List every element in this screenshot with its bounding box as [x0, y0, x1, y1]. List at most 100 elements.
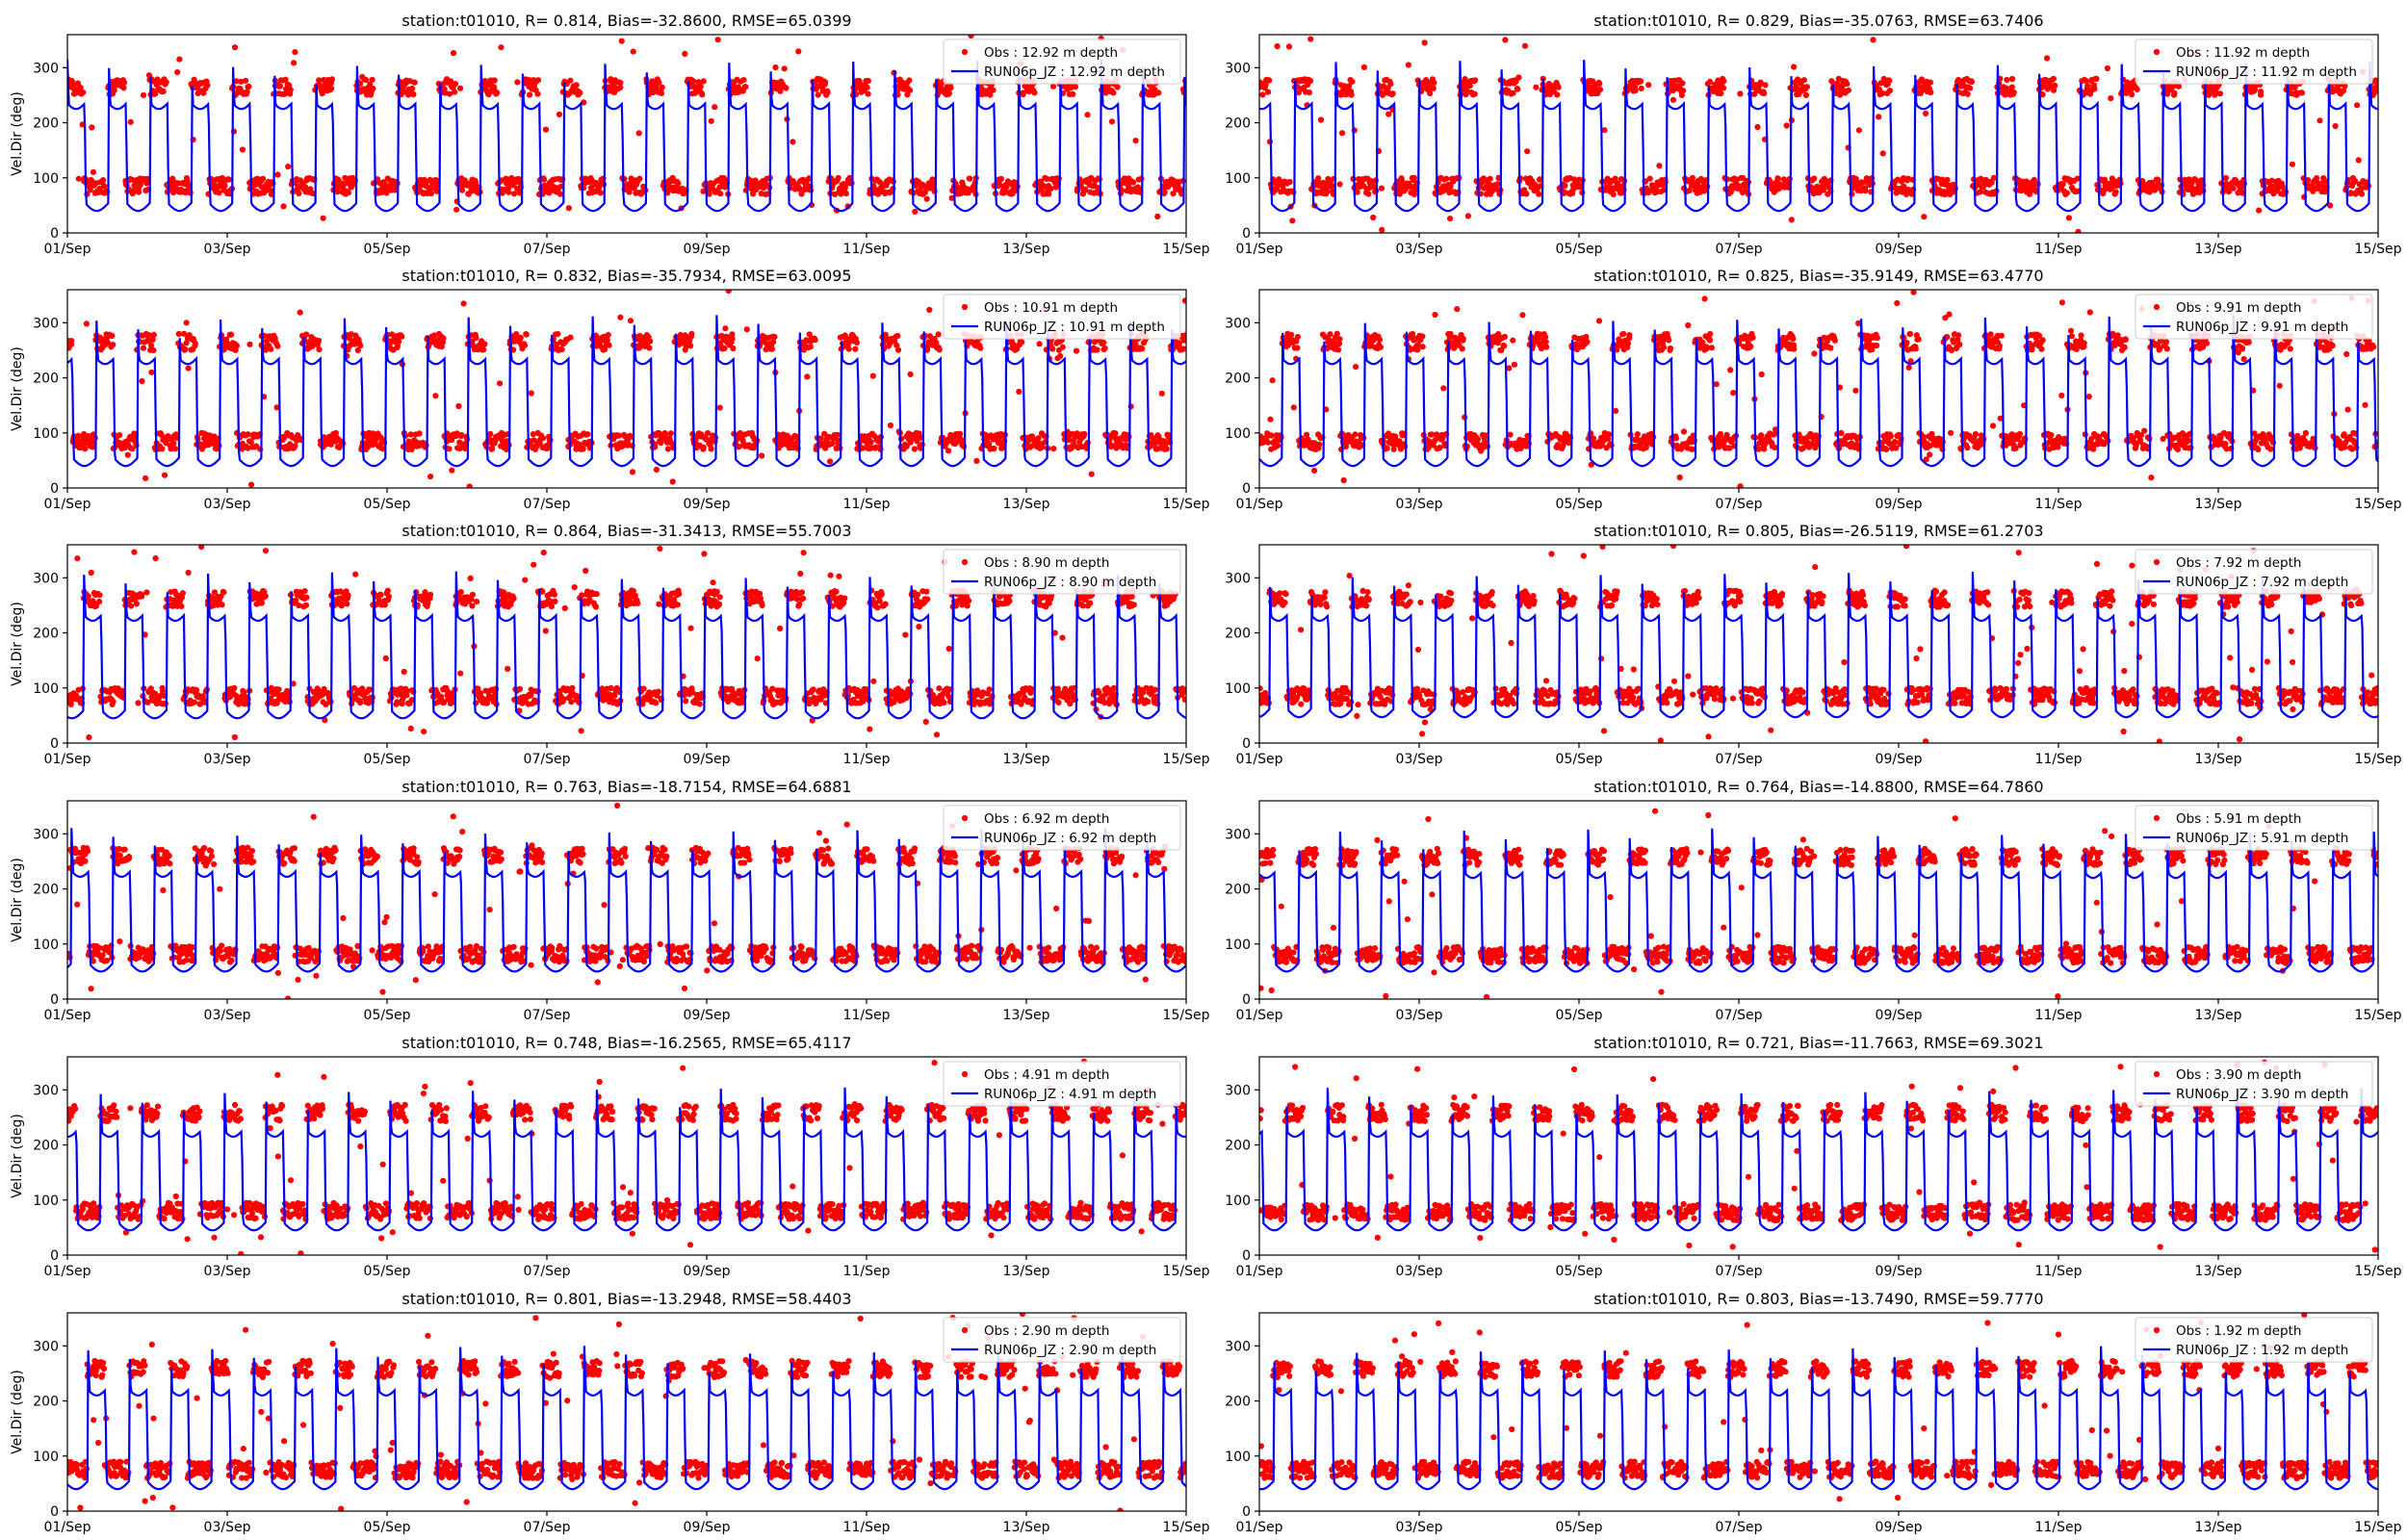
obs-point	[842, 191, 850, 197]
obs-point	[1803, 84, 1810, 90]
obs-point	[827, 458, 834, 465]
obs-point	[473, 335, 479, 342]
obs-point	[446, 446, 453, 452]
obs-point	[505, 189, 512, 195]
obs-point	[1070, 90, 1076, 97]
obs-point	[1152, 440, 1158, 447]
obs-point	[246, 341, 253, 347]
obs-point	[109, 332, 116, 339]
obs-point	[1014, 346, 1021, 352]
obs-point	[682, 50, 688, 58]
y-axis-label: Vel.Dir (deg)	[10, 346, 25, 431]
obs-point	[2044, 55, 2051, 62]
obs-point	[1161, 189, 1168, 195]
obs-point	[1652, 184, 1659, 191]
obs-point	[449, 437, 455, 444]
obs-point	[596, 185, 603, 192]
obs-point	[1112, 430, 1119, 437]
obs-point	[244, 89, 250, 95]
obs-point	[1988, 179, 1995, 186]
obs-point	[1554, 91, 1561, 98]
obs-point	[2104, 64, 2110, 72]
obs-point	[357, 343, 364, 349]
obs-point	[148, 369, 155, 375]
obs-point	[630, 48, 636, 55]
obs-point	[1519, 312, 1526, 319]
obs-point	[2314, 175, 2320, 182]
obs-point	[399, 333, 405, 340]
obs-point	[392, 187, 399, 193]
obs-point	[1708, 345, 1715, 351]
obs-point	[1672, 435, 1679, 442]
subplot-title: station:t01010, R= 0.814, Bias=-32.8600,…	[401, 12, 851, 30]
obs-point	[1072, 84, 1078, 90]
obs-point	[1876, 114, 1882, 120]
obs-point	[233, 78, 240, 85]
obs-point	[136, 189, 142, 195]
obs-point	[455, 402, 462, 410]
obs-point	[228, 331, 235, 338]
obs-point	[555, 330, 561, 338]
obs-point	[248, 481, 255, 488]
obs-point	[1447, 216, 1454, 222]
obs-point	[1811, 350, 1818, 357]
obs-point	[1747, 343, 1754, 350]
obs-point	[1845, 87, 1851, 93]
x-tick-label: 01/Sep	[1236, 242, 1283, 257]
obs-point	[292, 443, 298, 449]
obs-point	[1288, 331, 1295, 338]
obs-point	[379, 446, 386, 452]
obs-point	[1170, 191, 1177, 197]
obs-point	[1353, 364, 1359, 371]
obs-point	[798, 191, 805, 197]
obs-point	[1454, 306, 1461, 313]
obs-point	[822, 79, 829, 86]
obs-point	[627, 318, 634, 324]
obs-point	[795, 48, 802, 55]
obs-point	[2059, 181, 2066, 188]
subplot-1: station:t01010, R= 0.814, Bias=-32.8600,…	[10, 12, 1210, 257]
obs-point	[449, 467, 455, 474]
obs-point	[1349, 78, 1356, 85]
obs-point	[2108, 95, 2114, 102]
obs-point	[260, 175, 267, 182]
obs-point	[1396, 191, 1403, 197]
legend-model-label: RUN06p_JZ : 11.92 m depth	[2176, 64, 2357, 80]
obs-point	[1447, 183, 1454, 190]
model-line	[67, 59, 1186, 213]
obs-point	[822, 445, 829, 451]
obs-point	[1676, 474, 1683, 481]
obs-point	[1502, 37, 1509, 43]
x-tick-label: 01/Sep	[44, 242, 91, 257]
obs-point	[110, 342, 116, 348]
obs-point	[999, 443, 1006, 450]
obs-point	[1039, 444, 1046, 450]
obs-point	[148, 342, 155, 348]
obs-point	[1274, 43, 1281, 50]
obs-point	[1632, 87, 1639, 94]
obs-point	[712, 104, 718, 111]
obs-point	[2008, 75, 2016, 83]
obs-point	[1377, 344, 1384, 350]
obs-point	[1625, 340, 1632, 346]
obs-point	[834, 431, 841, 438]
obs-point	[221, 182, 228, 189]
obs-point	[1706, 337, 1713, 344]
obs-point	[1324, 189, 1331, 195]
obs-point	[1398, 177, 1405, 184]
obs-point	[1342, 443, 1349, 450]
obs-point	[2008, 84, 2015, 90]
obs-point	[1855, 127, 1862, 134]
model-line	[1259, 60, 2378, 213]
obs-point	[1596, 87, 1604, 93]
obs-point	[1379, 226, 1385, 233]
obs-point	[1411, 174, 1417, 181]
obs-point	[1706, 78, 1714, 85]
obs-point	[664, 446, 672, 452]
obs-point	[523, 331, 530, 338]
obs-point	[716, 404, 723, 411]
obs-point	[807, 344, 814, 350]
obs-point	[990, 87, 996, 93]
obs-point	[894, 346, 902, 353]
